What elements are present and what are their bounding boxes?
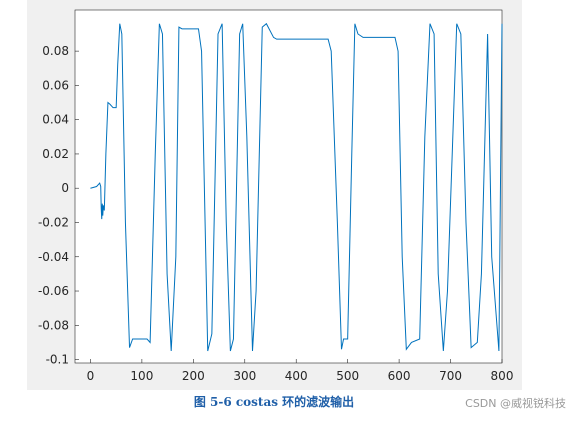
- y-tick-label: 0: [61, 181, 69, 195]
- x-tick-label: 500: [336, 369, 359, 383]
- x-tick-label: 0: [87, 369, 95, 383]
- y-tick-label: 0.06: [42, 78, 69, 92]
- y-tick-label: 0.04: [42, 113, 69, 127]
- y-tick-label: -0.02: [38, 215, 69, 229]
- x-tick-label: 600: [388, 369, 411, 383]
- x-tick-label: 200: [182, 369, 205, 383]
- caption: 图 5-6 costas 环的滤波输出: [194, 394, 354, 409]
- line-series: [90, 22, 503, 352]
- x-tick-label: 400: [285, 369, 308, 383]
- axes-box: [74, 9, 503, 364]
- y-tick-label: 0.08: [42, 44, 69, 58]
- x-tick-label: 800: [491, 369, 514, 383]
- y-tick-label: -0.1: [46, 353, 69, 367]
- y-tick-label: 0.02: [42, 147, 69, 161]
- x-tick-label: 100: [130, 369, 153, 383]
- y-tick-label: -0.04: [38, 250, 69, 264]
- x-tick-label: 700: [439, 369, 462, 383]
- y-tick-label: -0.06: [38, 284, 69, 298]
- watermark: CSDN @威视锐科技: [465, 396, 566, 410]
- x-tick-label: 300: [233, 369, 256, 383]
- y-tick-label: -0.08: [38, 318, 69, 332]
